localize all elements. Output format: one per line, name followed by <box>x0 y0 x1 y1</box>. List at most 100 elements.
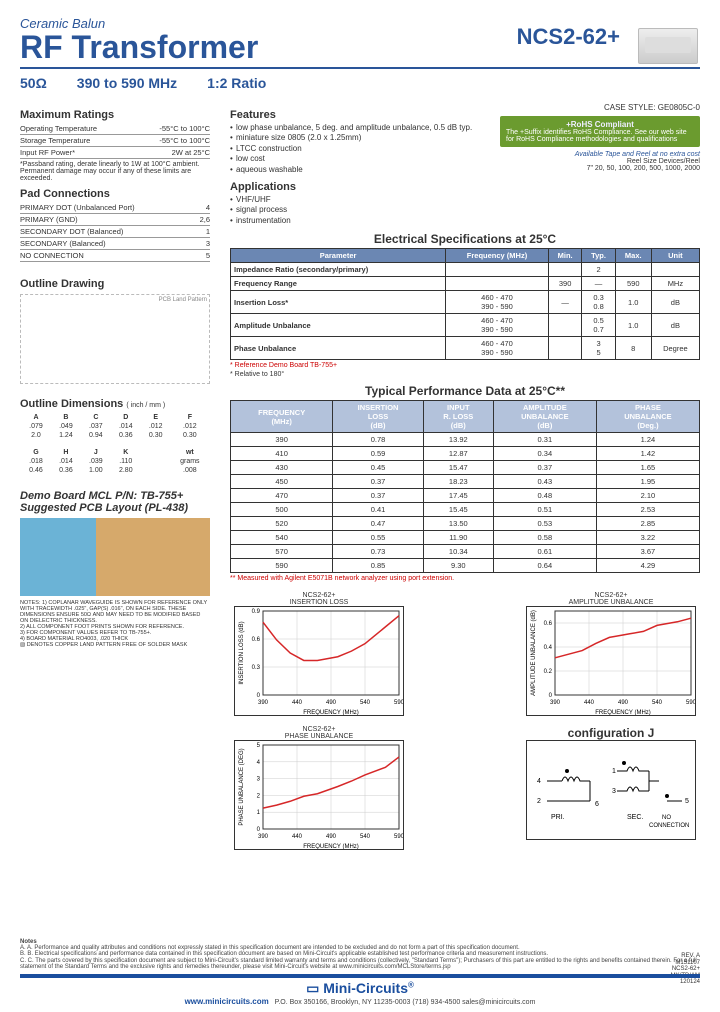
table-row: NO CONNECTION5 <box>20 250 210 262</box>
svg-text:2: 2 <box>257 794 261 800</box>
header-rule <box>20 67 700 69</box>
svg-text:AMPLITUDE UNBALANCE (dB): AMPLITUDE UNBALANCE (dB) <box>531 610 537 696</box>
table-row: 5400.5511.900.583.22 <box>231 531 700 545</box>
svg-text:PRI.: PRI. <box>551 814 565 821</box>
table-row: 5000.4115.450.512.53 <box>231 503 700 517</box>
dims-table: ABCDEF.079.049.037.014.012.0122.01.240.9… <box>20 412 210 476</box>
svg-text:540: 540 <box>360 700 371 706</box>
svg-text:FREQUENCY (MHz): FREQUENCY (MHz) <box>303 844 359 850</box>
elec-spec-table: ParameterFrequency (MHz)Min.Typ.Max.Unit… <box>230 248 700 360</box>
table-row: 4700.3717.450.482.10 <box>231 489 700 503</box>
svg-text:4: 4 <box>257 760 261 766</box>
svg-text:5: 5 <box>685 798 689 805</box>
svg-text:540: 540 <box>652 700 663 706</box>
spec-freq: 390 to 590 MHz <box>77 75 177 91</box>
table-row: Storage Temperature-55°C to 100°C <box>20 135 210 147</box>
config-j-schematic: 42 6 13 5 PRI. SEC. NOCONNECTION <box>526 740 696 840</box>
table-row: 3900.7813.920.311.24 <box>231 433 700 447</box>
table-row: SECONDARY (Balanced)3 <box>20 238 210 250</box>
svg-text:390: 390 <box>258 834 269 840</box>
outline-drawing-title: Outline Drawing <box>20 278 210 290</box>
svg-text:PHASE UNBALANCE (DEG): PHASE UNBALANCE (DEG) <box>239 748 245 825</box>
svg-text:0.6: 0.6 <box>544 621 553 627</box>
table-row: 5200.4713.500.532.85 <box>231 517 700 531</box>
svg-text:590: 590 <box>686 700 696 706</box>
perf-table: FREQUENCY (MHz)INSERTION LOSS (dB)INPUT … <box>230 400 700 573</box>
footer-logo: ▭ Mini-Circuits® <box>20 980 700 997</box>
svg-text:CONNECTION: CONNECTION <box>649 823 689 829</box>
table-row: 4100.5912.870.341.42 <box>231 447 700 461</box>
rohs-badge: +RoHS Compliant The +Suffix identifies R… <box>500 116 700 147</box>
features-list: low phase unbalance, 5 deg. and amplitud… <box>230 123 478 175</box>
max-ratings-title: Maximum Ratings <box>20 109 210 121</box>
svg-text:0.4: 0.4 <box>544 645 553 651</box>
list-item: VHF/UHF <box>230 195 478 205</box>
svg-text:1: 1 <box>612 768 616 775</box>
svg-text:440: 440 <box>292 834 303 840</box>
svg-text:5: 5 <box>257 743 261 749</box>
max-ratings-note: *Passband rating, derate linearly to 1W … <box>20 161 210 182</box>
svg-text:490: 490 <box>326 834 337 840</box>
svg-text:0.3: 0.3 <box>252 665 261 671</box>
chart-amplitude-unbalance: NCS2-62+AMPLITUDE UNBALANCE3904404905405… <box>526 592 696 718</box>
svg-text:3: 3 <box>257 777 261 783</box>
perf-foot: ** Measured with Agilent E5071B network … <box>230 575 700 582</box>
svg-text:6: 6 <box>595 801 599 808</box>
pcb-layout <box>20 518 210 596</box>
svg-text:SEC.: SEC. <box>627 814 643 821</box>
outline-drawing <box>20 294 210 384</box>
svg-text:390: 390 <box>550 700 561 706</box>
svg-text:FREQUENCY (MHz): FREQUENCY (MHz) <box>303 710 359 716</box>
table-row: SECONDARY DOT (Balanced)1 <box>20 226 210 238</box>
footer: Notes A. A. Performance and quality attr… <box>20 939 700 1006</box>
case-style: CASE STYLE: GE0805C-0 <box>490 103 700 112</box>
list-item: aqueous washable <box>230 165 478 175</box>
pad-conn-title: Pad Connections <box>20 188 210 200</box>
table-row: 5900.859.300.644.29 <box>231 559 700 573</box>
table-row: 4300.4515.470.371.65 <box>231 461 700 475</box>
svg-text:FREQUENCY (MHz): FREQUENCY (MHz) <box>595 710 651 716</box>
product-image <box>638 28 698 64</box>
svg-text:0.6: 0.6 <box>252 637 261 643</box>
svg-text:0: 0 <box>549 693 553 699</box>
svg-text:540: 540 <box>360 834 371 840</box>
spec-impedance: 50Ω <box>20 75 47 91</box>
table-row: PRIMARY (GND)2,6 <box>20 214 210 226</box>
footer-addr: www.minicircuits.com P.O. Box 350166, Br… <box>20 997 700 1006</box>
svg-text:490: 490 <box>326 700 337 706</box>
elec-foot2: * Relative to 180° <box>230 371 700 378</box>
table-row: Input RF Power*2W at 25°C <box>20 147 210 159</box>
chart-insertion-loss: NCS2-62+INSERTION LOSS39044049054059000.… <box>234 592 404 718</box>
table-row: Frequency Range390—590MHz <box>231 277 700 291</box>
chart-phase-unbalance: NCS2-62+PHASE UNBALANCE39044049054059001… <box>234 726 404 852</box>
svg-text:0.9: 0.9 <box>252 609 261 615</box>
table-row: Insertion Loss*460 - 470 390 - 590— 0.3 … <box>231 291 700 314</box>
elec-foot1: * Reference Demo Board TB-755+ <box>230 362 700 369</box>
notes-body: A. A. Performance and quality attributes… <box>20 945 700 971</box>
apps-list: VHF/UHFsignal processinstrumentation <box>230 195 478 226</box>
table-row: Phase Unbalance460 - 470 390 - 5903 58 D… <box>231 337 700 360</box>
table-row: Impedance Ratio (secondary/primary)2 <box>231 263 700 277</box>
svg-text:390: 390 <box>258 700 269 706</box>
svg-text:590: 590 <box>394 700 404 706</box>
pcb-title: Demo Board MCL P/N: TB-755+ Suggested PC… <box>20 490 210 514</box>
table-row: 5700.7310.340.613.67 <box>231 545 700 559</box>
perf-title: Typical Performance Data at 25°C** <box>230 384 700 398</box>
svg-text:NO: NO <box>662 815 671 821</box>
list-item: signal process <box>230 205 478 215</box>
spec-ratio: 1:2 Ratio <box>207 75 266 91</box>
list-item: low cost <box>230 154 478 164</box>
svg-text:440: 440 <box>292 700 303 706</box>
pcb-notes: NOTES: 1) COPLANAR WAVEGUIDE IS SHOWN FO… <box>20 600 210 648</box>
svg-text:0: 0 <box>257 693 261 699</box>
features-title: Features <box>230 109 478 121</box>
svg-text:590: 590 <box>394 834 404 840</box>
svg-text:2: 2 <box>537 798 541 805</box>
table-row: Amplitude Unbalance460 - 470 390 - 5900.… <box>231 314 700 337</box>
config-j: configuration J 42 6 1 <box>526 726 696 852</box>
table-row: Operating Temperature-55°C to 100°C <box>20 123 210 135</box>
table-row: PRIMARY DOT (Unbalanced Port)4 <box>20 202 210 214</box>
list-item: LTCC construction <box>230 144 478 154</box>
svg-text:0.2: 0.2 <box>544 669 553 675</box>
part-number: NCS2-62+ <box>517 24 620 50</box>
